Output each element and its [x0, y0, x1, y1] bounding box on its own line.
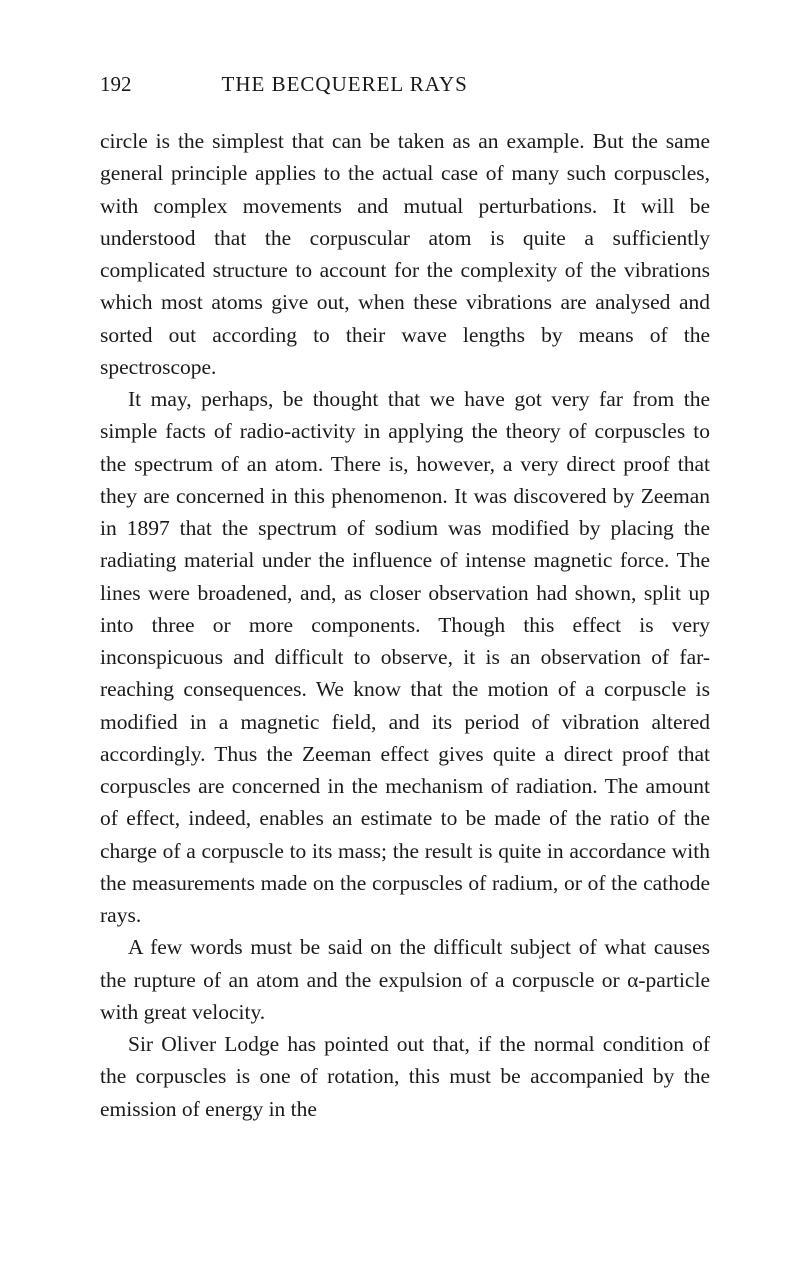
body-text: circle is the simplest that can be taken… — [100, 125, 710, 1125]
page-title: THE BECQUEREL RAYS — [222, 72, 468, 97]
paragraph-1: circle is the simplest that can be taken… — [100, 125, 710, 383]
page-header: 192 THE BECQUEREL RAYS — [100, 72, 710, 97]
paragraph-2: It may, perhaps, be thought that we have… — [100, 383, 710, 931]
paragraph-4: Sir Oliver Lodge has pointed out that, i… — [100, 1028, 710, 1125]
paragraph-3: A few words must be said on the difficul… — [100, 931, 710, 1028]
page-number: 192 — [100, 72, 132, 97]
